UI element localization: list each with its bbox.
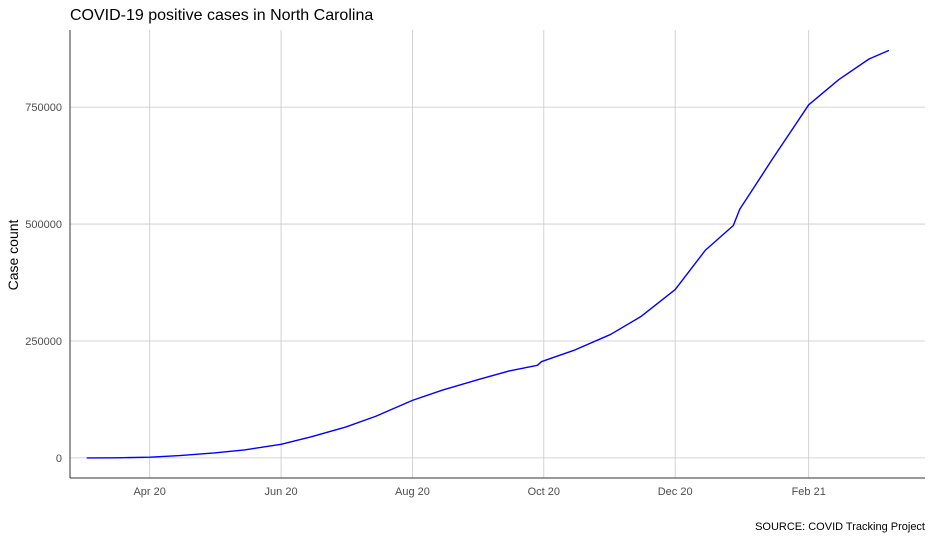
grid-lines	[70, 30, 925, 478]
series-layer	[86, 49, 890, 459]
y-tick-label: 750000	[25, 102, 62, 114]
x-tick-label: Apr 20	[133, 486, 165, 498]
x-tick-labels: Apr 20 Jun 20 Aug 20 Oct 20 Dec 20 Feb 21	[133, 486, 825, 498]
x-tick-label: Oct 20	[528, 486, 560, 498]
x-tick-label: Feb 21	[792, 486, 826, 498]
axes	[69, 30, 925, 479]
y-tick-label: 250000	[25, 336, 62, 348]
y-tick-labels: 0 250000 500000 750000	[25, 102, 62, 465]
y-tick-label: 500000	[25, 219, 62, 231]
x-tick-label: Aug 20	[395, 486, 430, 498]
y-tick-label: 0	[56, 453, 62, 465]
x-tick-label: Jun 20	[265, 486, 298, 498]
chart-title: COVID-19 positive cases in North Carolin…	[70, 7, 373, 24]
source-caption: SOURCE: COVID Tracking Project	[755, 521, 925, 533]
y-axis-title: Case count	[5, 219, 21, 290]
series-line-0	[86, 49, 890, 459]
x-tick-label: Dec 20	[658, 486, 693, 498]
